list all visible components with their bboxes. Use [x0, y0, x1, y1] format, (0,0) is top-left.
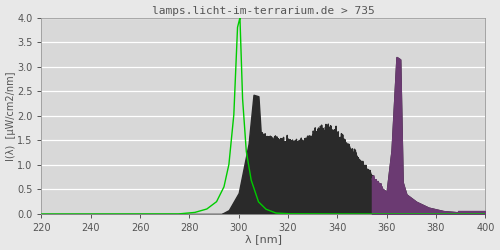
Y-axis label: I(λ)  [μW/cm2/nm]: I(λ) [μW/cm2/nm] [6, 71, 16, 161]
Title: lamps.licht-im-terrarium.de > 735: lamps.licht-im-terrarium.de > 735 [152, 6, 374, 16]
X-axis label: λ [nm]: λ [nm] [245, 234, 282, 244]
